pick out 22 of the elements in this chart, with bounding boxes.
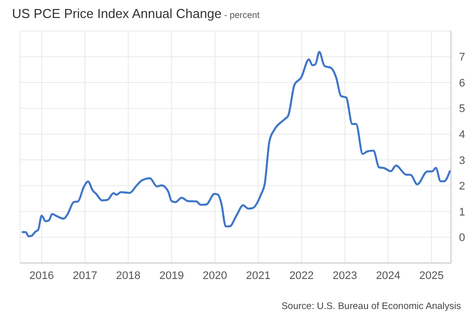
y-tick-label: 3 — [459, 154, 466, 167]
y-tick-label: 1 — [459, 206, 466, 218]
x-tick-label: 2024 — [376, 270, 400, 282]
x-tick-label: 2025 — [419, 270, 444, 282]
x-tick-label: 2017 — [72, 270, 98, 282]
x-tick-label: 2021 — [246, 270, 270, 282]
y-tick-label: 5 — [459, 103, 466, 116]
x-tick-label: 2019 — [159, 270, 184, 282]
chart-subtitle: - percent — [223, 10, 260, 20]
x-tick-label: 2018 — [116, 270, 141, 282]
y-tick-label: 6 — [459, 77, 466, 90]
y-tick-label: 0 — [459, 232, 466, 244]
y-tick-label: 7 — [459, 52, 466, 64]
x-tick-label: 2020 — [202, 270, 228, 282]
chart-title: US PCE Price Index Annual Change — [12, 6, 222, 21]
line-series — [20, 50, 451, 238]
x-tick-label: 2023 — [332, 270, 358, 282]
x-tick-label: 2022 — [289, 270, 314, 282]
x-tick-label: 2016 — [29, 270, 54, 282]
y-tick-label: 2 — [459, 180, 466, 193]
source-note: Source: U.S. Bureau of Economic Analysis — [281, 301, 461, 312]
y-tick-label: 4 — [459, 129, 466, 142]
